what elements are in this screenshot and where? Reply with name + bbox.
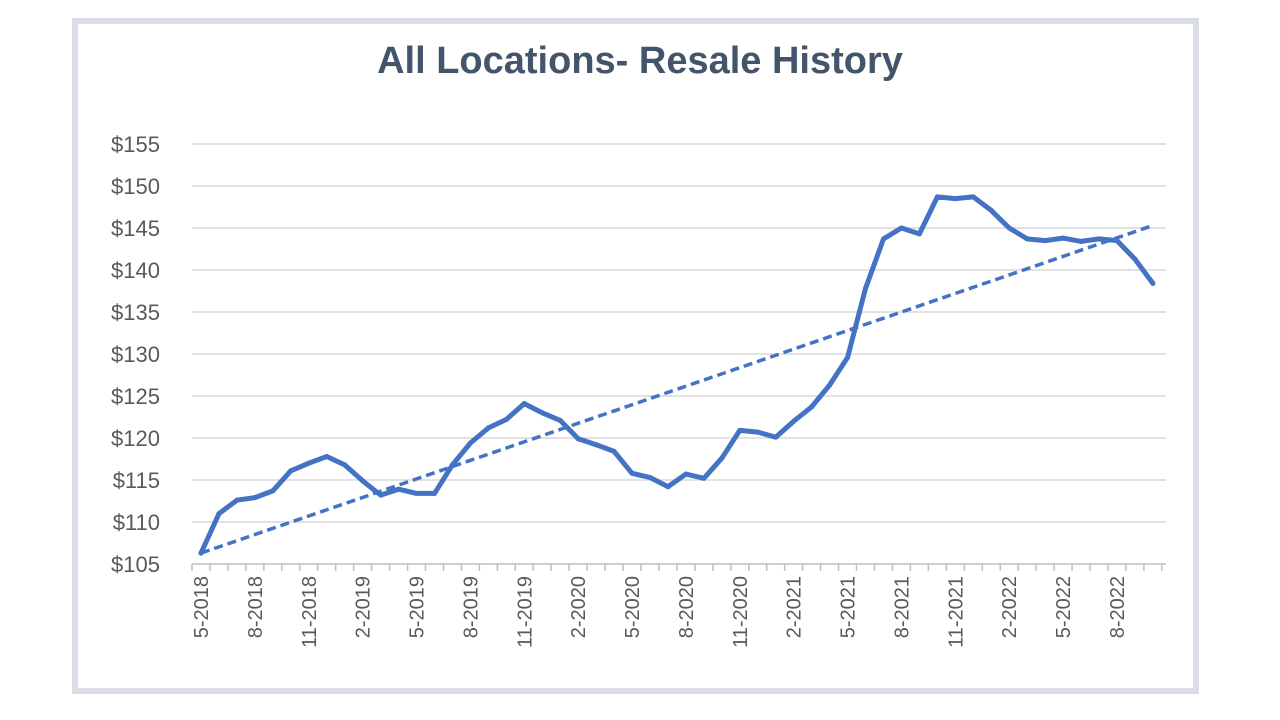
x-tick-label: 5-2018 — [191, 576, 213, 638]
y-tick-label: $125 — [111, 384, 160, 409]
data-point — [719, 455, 725, 461]
x-tick-label: 8-2022 — [1107, 576, 1129, 638]
data-point — [234, 497, 240, 503]
data-point — [791, 418, 797, 424]
chart-title: All Locations- Resale History — [377, 40, 903, 82]
data-point — [539, 410, 545, 416]
data-point — [863, 285, 869, 291]
data-point — [1078, 238, 1084, 244]
trendline — [200, 223, 1154, 555]
data-point — [431, 490, 437, 496]
x-tick-label: 5-2021 — [838, 576, 860, 638]
data-point — [575, 436, 581, 442]
y-tick-label: $145 — [111, 216, 160, 241]
data-point — [611, 448, 617, 454]
data-point — [485, 425, 491, 431]
data-point — [306, 460, 312, 466]
x-tick-label: 2-2022 — [999, 576, 1021, 638]
data-point — [378, 492, 384, 498]
x-axis-tick-labels: 5-2018 8-2018 11-2018 2-2019 5-2019 8-2019 11-… — [191, 576, 1129, 648]
data-point — [270, 488, 276, 494]
x-tick-label: 5-2022 — [1053, 576, 1075, 638]
data-point — [916, 231, 922, 237]
x-tick-label: 5-2020 — [622, 576, 644, 638]
data-point — [647, 474, 653, 480]
x-tick-label: 5-2019 — [407, 576, 429, 638]
data-point — [755, 429, 761, 435]
data-point — [1060, 235, 1066, 241]
data-point — [414, 490, 420, 496]
data-point — [773, 434, 779, 440]
data-point — [809, 404, 815, 410]
data-point — [1042, 238, 1048, 244]
chart-frame — [72, 18, 1199, 694]
data-point — [970, 194, 976, 200]
data-point — [593, 442, 599, 448]
data-point — [216, 511, 222, 517]
data-point — [701, 475, 707, 481]
data-point — [396, 486, 402, 492]
data-point — [503, 417, 509, 423]
data-point — [952, 196, 958, 202]
data-point — [845, 354, 851, 360]
x-tick-label: 2-2021 — [784, 576, 806, 638]
series-line — [198, 194, 1156, 556]
data-point — [360, 478, 366, 484]
data-point — [467, 440, 473, 446]
data-point — [449, 462, 455, 468]
data-point — [827, 382, 833, 388]
data-point — [324, 453, 330, 459]
y-tick-label: $110 — [113, 510, 160, 535]
data-point — [557, 417, 563, 423]
x-tick-label: 11-2019 — [514, 576, 536, 648]
data-point — [1150, 280, 1156, 286]
y-axis-tick-labels: $105 $110 $115 $120 $125 $130 $135 $140 $145 $150… — [111, 132, 160, 577]
data-point — [1132, 256, 1138, 262]
x-tick-label: 2-2019 — [353, 576, 375, 638]
x-tick-label: 8-2018 — [245, 576, 267, 638]
data-point — [1096, 236, 1102, 242]
data-point — [898, 225, 904, 231]
y-tick-label: $150 — [111, 174, 160, 199]
x-tick-label: 11-2021 — [945, 576, 967, 648]
x-tick-label: 8-2020 — [676, 576, 698, 638]
x-tick-label: 11-2018 — [299, 576, 321, 648]
data-point — [683, 471, 689, 477]
series-layer — [198, 194, 1156, 556]
gridlines — [192, 143, 1166, 523]
data-point — [1006, 225, 1012, 231]
data-point — [1024, 236, 1030, 242]
data-point — [737, 427, 743, 433]
y-tick-label: $155 — [111, 132, 160, 157]
y-tick-label: $120 — [111, 426, 160, 451]
data-point — [288, 468, 294, 474]
x-tick-label: 8-2021 — [891, 576, 913, 638]
y-tick-label: $115 — [113, 468, 160, 493]
data-point — [252, 495, 258, 501]
y-tick-label: $105 — [111, 552, 160, 577]
data-point — [988, 207, 994, 213]
x-tick-label: 11-2020 — [730, 576, 752, 648]
data-point — [934, 194, 940, 200]
data-point — [342, 462, 348, 468]
y-tick-label: $130 — [111, 342, 160, 367]
data-point — [1114, 238, 1120, 244]
x-tick-label: 8-2019 — [460, 576, 482, 638]
data-point — [880, 236, 886, 242]
x-tick-label: 2-2020 — [568, 576, 590, 638]
data-point — [521, 401, 527, 407]
data-point — [665, 484, 671, 490]
y-tick-label: $135 — [111, 300, 160, 325]
y-tick-label: $140 — [111, 258, 160, 283]
data-point — [629, 470, 635, 476]
x-axis — [191, 563, 1166, 571]
data-point — [198, 550, 204, 556]
